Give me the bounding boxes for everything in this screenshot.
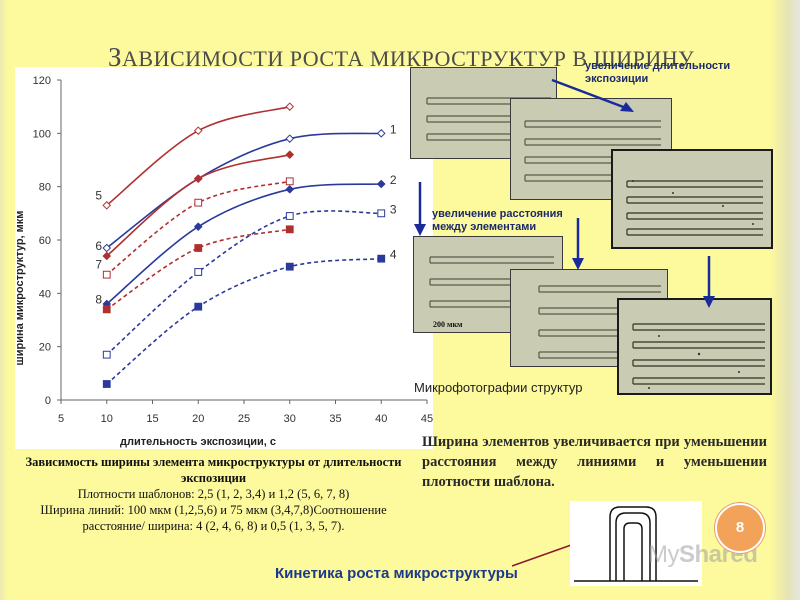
- chart-point-series-6: [285, 150, 295, 159]
- spacing-increase-label: увеличение расстояния между элементами: [432, 208, 563, 234]
- chart-point-series-6: [102, 251, 112, 261]
- chart-point-series-3: [285, 212, 294, 220]
- arrow-down-right-icon: [703, 256, 715, 308]
- chart-x-tick-label: 25: [238, 413, 250, 425]
- chart-point-series-3: [102, 350, 111, 359]
- growth-profile-diagram: [574, 506, 698, 582]
- kinetics-diagram: [570, 501, 702, 586]
- chart-series-line-1: [106, 132, 382, 249]
- chart-x-tick-label: 35: [329, 413, 341, 425]
- chart-series-label-4: 4: [390, 248, 397, 262]
- watermark-light: My: [648, 541, 680, 568]
- arrow-down-middle-icon: [572, 218, 584, 270]
- chart-point-series-6: [193, 174, 203, 183]
- exposure-increase-text: увеличение длительности экспозиции: [585, 60, 731, 85]
- chart-point-series-5: [285, 102, 295, 111]
- chart-x-tick-label: 45: [421, 413, 433, 425]
- chart-x-tick-label: 10: [101, 413, 113, 425]
- chart-caption: Зависимость ширины элемента микрострукту…: [15, 454, 412, 534]
- myshared-watermark: MyShared: [648, 541, 758, 569]
- chart-series-label-5: 5: [95, 188, 102, 202]
- chart-x-tick-label: 20: [192, 413, 204, 425]
- chart-point-series-3: [377, 209, 386, 218]
- exposure-increase-label: увеличение длительности экспозиции: [585, 60, 730, 86]
- chart-point-series-3: [194, 268, 203, 276]
- chart-point-series-2: [285, 185, 295, 194]
- spacing-increase-text: увеличение расстояния между элементами: [432, 208, 563, 233]
- slide-title-rest: АВИСИМОСТИ РОСТА МИКРОСТРУКТУР В ШИРИНУ: [122, 46, 695, 71]
- micrograph-photo-6: [617, 298, 772, 395]
- chart-point-series-7: [285, 177, 294, 186]
- chart-series-line-8: [106, 228, 290, 310]
- chart-x-tick-label: 5: [58, 413, 64, 425]
- conclusion-note: Ширина элементов увеличивается при умень…: [422, 434, 767, 490]
- chart-point-series-4: [285, 262, 294, 271]
- chart-point-series-7: [194, 198, 203, 207]
- chart-y-tick-label: 120: [33, 75, 51, 87]
- chart-y-tick-label: 40: [39, 288, 51, 300]
- chart-series-line-5: [106, 105, 290, 206]
- slide-title: ЗАВИСИМОСТИ РОСТА МИКРОСТРУКТУР В ШИРИНУ: [108, 42, 694, 73]
- page-number-badge: 8: [715, 503, 765, 553]
- chart-point-series-5: [102, 201, 112, 210]
- chart-x-tick-label: 30: [284, 413, 296, 425]
- chart-x-axis-label: длительность экспозиции, с: [120, 436, 276, 448]
- chart-x-tick-label: 40: [375, 413, 387, 425]
- chart-point-series-4: [377, 254, 386, 263]
- chart-series-label-3: 3: [390, 202, 397, 216]
- chart-series-label-8: 8: [95, 292, 102, 306]
- chart-y-tick-label: 80: [39, 182, 51, 194]
- chart-caption-density: Плотности шаблонов: 2,5 (1, 2, 3,4) и 1,…: [77, 487, 350, 501]
- slide-right-edge: [770, 0, 800, 600]
- chart-point-series-8: [285, 225, 294, 234]
- chart-series-line-2: [106, 183, 382, 305]
- chart-point-series-4: [194, 302, 203, 311]
- chart-series-label-6: 6: [95, 239, 102, 253]
- chart-point-series-7: [102, 270, 111, 279]
- chart-series-label-2: 2: [390, 173, 397, 187]
- chart-y-tick-label: 60: [39, 235, 51, 247]
- chart-point-series-1: [285, 134, 295, 143]
- chart-point-series-2: [193, 222, 203, 231]
- chart-point-series-8: [102, 305, 111, 314]
- micrograph-photo-3: [611, 149, 773, 249]
- scale-bar-label: 200 мкм: [433, 320, 463, 329]
- chart-point-series-1: [376, 129, 386, 138]
- chart-point-series-2: [376, 179, 386, 189]
- chart-point-series-5: [193, 126, 203, 135]
- chart-caption-title: Зависимость ширины элемента микрострукту…: [25, 455, 402, 485]
- arrow-down-left-icon: [414, 182, 426, 236]
- chart-series-line-3: [106, 210, 382, 356]
- slide-title-cap: З: [108, 42, 123, 72]
- chart-y-tick-label: 100: [33, 128, 51, 140]
- chart-point-series-4: [102, 380, 111, 388]
- slide-left-edge: [0, 0, 8, 600]
- chart-series-label-1: 1: [390, 122, 397, 136]
- chart-y-axis-label: ширина микроструктур, мкм: [15, 211, 26, 366]
- arrow-exposure-icon: [551, 78, 634, 112]
- chart-series-line-4: [106, 257, 382, 385]
- chart-y-tick-label: 0: [45, 395, 51, 407]
- chart-series-label-7: 7: [95, 258, 102, 272]
- micrographs-caption: Микрофотографии структур: [414, 380, 583, 395]
- kinetics-label: Кинетика роста микроструктуры: [275, 565, 518, 582]
- chart-caption-width-ratio: Ширина линий: 100 мкм (1,2,5,6) и 75 мкм…: [40, 503, 387, 533]
- chart-point-series-1: [102, 243, 112, 253]
- chart-x-tick-label: 15: [146, 413, 158, 425]
- chart-point-series-8: [194, 244, 203, 252]
- chart-y-tick-label: 20: [39, 342, 51, 354]
